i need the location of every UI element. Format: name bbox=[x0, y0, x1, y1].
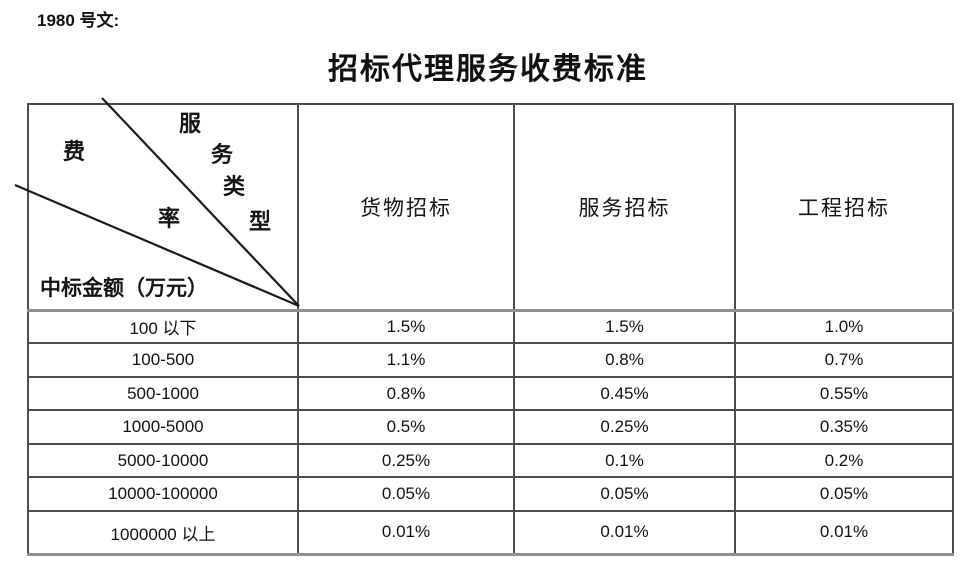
table-row: 100-500 1.1% 0.8% 0.7% bbox=[27, 342, 954, 378]
row-label: 1000000 以上 bbox=[27, 510, 299, 556]
rate-cell: 0.01% bbox=[297, 510, 515, 556]
rate-cell: 1.5% bbox=[513, 309, 736, 344]
row-label: 5000-10000 bbox=[27, 443, 299, 478]
rate-cell: 0.01% bbox=[513, 510, 736, 556]
bid-amount-axis-label: 中标金额（万元） bbox=[40, 276, 208, 300]
rate-cell: 0.25% bbox=[513, 409, 736, 445]
diagonal-char-service-type: 类 bbox=[223, 174, 246, 199]
rate-cell: 0.7% bbox=[734, 342, 954, 378]
rate-cell: 0.5% bbox=[297, 409, 515, 445]
document-number-heading: 1980 号文: bbox=[37, 11, 120, 30]
diagonal-char-service-type: 型 bbox=[249, 209, 272, 234]
rate-cell: 0.1% bbox=[513, 443, 736, 478]
diagonal-divider-lines bbox=[14, 97, 300, 308]
fee-standard-table: 服 务 类 型 费 率 中标金额（万元） 货物招标 服务招标 工程招标 100 … bbox=[14, 97, 954, 556]
table-header-row: 服 务 类 型 费 率 中标金额（万元） 货物招标 服务招标 工程招标 bbox=[14, 97, 954, 312]
row-label: 500-1000 bbox=[27, 376, 299, 411]
page-title: 招标代理服务收费标准 bbox=[328, 53, 648, 86]
rate-cell: 0.45% bbox=[513, 376, 736, 411]
diagonal-char-service-type: 服 bbox=[179, 111, 202, 136]
table-row: 500-1000 0.8% 0.45% 0.55% bbox=[27, 376, 954, 411]
diagonal-char-fee-rate: 费 bbox=[63, 139, 86, 164]
table-row: 1000000 以上 0.01% 0.01% 0.01% bbox=[27, 510, 954, 556]
rate-cell: 0.8% bbox=[297, 376, 515, 411]
table-row: 10000-100000 0.05% 0.05% 0.05% bbox=[27, 476, 954, 512]
column-header-engineering: 工程招标 bbox=[734, 103, 954, 312]
table-row: 5000-10000 0.25% 0.1% 0.2% bbox=[27, 443, 954, 478]
rate-cell: 0.05% bbox=[297, 476, 515, 512]
rate-cell: 0.55% bbox=[734, 376, 954, 411]
rate-cell: 1.1% bbox=[297, 342, 515, 378]
rate-cell: 1.0% bbox=[734, 309, 954, 344]
row-label: 1000-5000 bbox=[27, 409, 299, 445]
column-header-goods: 货物招标 bbox=[297, 103, 515, 312]
diagonal-char-service-type: 务 bbox=[211, 142, 234, 167]
rate-cell: 0.05% bbox=[513, 476, 736, 512]
table-row: 1000-5000 0.5% 0.25% 0.35% bbox=[27, 409, 954, 445]
rate-cell: 1.5% bbox=[297, 309, 515, 344]
rate-cell: 0.05% bbox=[734, 476, 954, 512]
diagonal-header-cell: 服 务 类 型 费 率 中标金额（万元） bbox=[14, 97, 300, 312]
row-label: 100-500 bbox=[27, 342, 299, 378]
rate-cell: 0.8% bbox=[513, 342, 736, 378]
diagonal-char-fee-rate: 率 bbox=[158, 206, 181, 231]
row-label: 100 以下 bbox=[27, 309, 299, 344]
rate-cell: 0.2% bbox=[734, 443, 954, 478]
table-row: 100 以下 1.5% 1.5% 1.0% bbox=[27, 309, 954, 344]
rate-cell: 0.01% bbox=[734, 510, 954, 556]
row-label: 10000-100000 bbox=[27, 476, 299, 512]
column-header-service: 服务招标 bbox=[513, 103, 736, 312]
rate-cell: 0.25% bbox=[297, 443, 515, 478]
rate-cell: 0.35% bbox=[734, 409, 954, 445]
